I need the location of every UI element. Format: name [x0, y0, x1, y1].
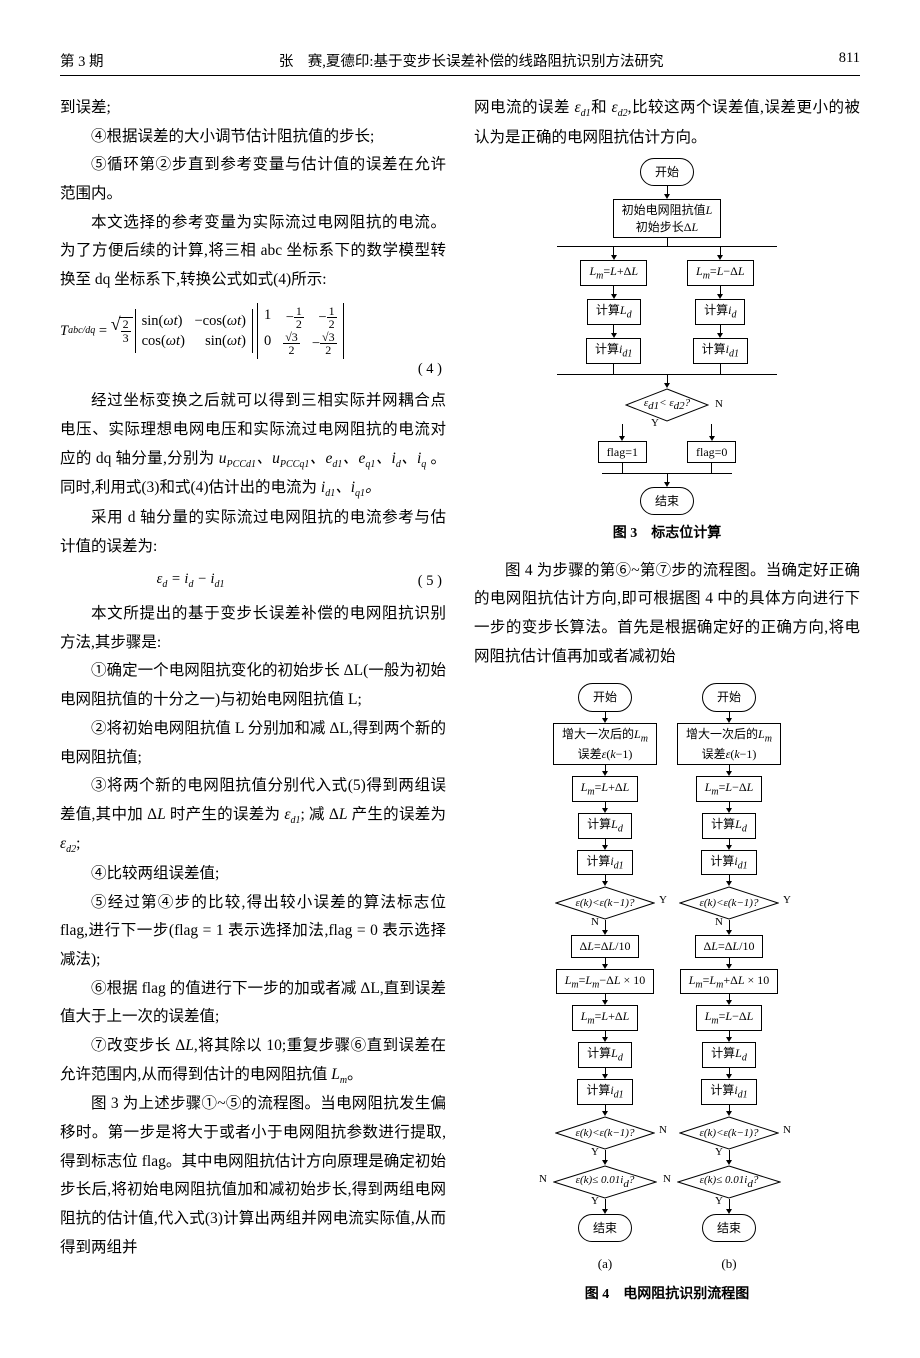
eq4-sqrt: √ 23: [111, 317, 133, 344]
figure-4a: 开始 增大一次后的Lm误差ε(k−1) Lm=L+ΔL 计算Ld 计算id1: [553, 677, 657, 1276]
fc-flag0: flag=0: [687, 441, 736, 463]
equation-5: εd = id − id1 ( 5 ): [60, 569, 446, 592]
figure-3-caption: 图 3 标志位计算: [474, 521, 860, 547]
figure-4-flowcharts: 开始 增大一次后的Lm误差ε(k−1) Lm=L+ΔL 计算Ld 计算id1: [474, 677, 860, 1276]
fc-branch-minus: Lm=L−ΔL 计算id 计算id1: [687, 247, 754, 374]
fc-start: 开始: [702, 683, 756, 711]
label-N: N: [663, 1169, 671, 1189]
fc-cond3: ε(k)≤ 0.01id?: [553, 1165, 657, 1199]
page-header: 第 3 期 张 赛,夏德印:基于变步长误差补偿的线路阻抗识别方法研究 811: [60, 50, 860, 76]
fc-flag1: flag=1: [598, 441, 647, 463]
para: 图 4 为步骤的第⑥~第⑦步的流程图。当确定好正确的电网阻抗估计方向,即可根据图…: [474, 557, 860, 672]
fc-calc-Ld: 计算Ld: [702, 813, 756, 839]
para: ③将两个新的电网阻抗值分别代入式(5)得到两组误差值,其中加 ΔL 时产生的误差…: [60, 772, 446, 860]
left-column: 到误差; ④根据误差的大小调节估计阻抗值的步长; ⑤循环第②步直到参考变量与估计…: [60, 94, 446, 1318]
fc-calc-id: 计算id: [695, 299, 745, 325]
fc-init: 初始电网阻抗值L初始步长ΔL: [613, 199, 722, 237]
figure-3-flowchart: 开始 初始电网阻抗值L初始步长ΔL Lm=L+ΔL 计算Ld 计算id1: [474, 158, 860, 515]
eq5-body: εd = id − id1: [157, 569, 225, 592]
label-N: N: [715, 394, 723, 414]
para: ①确定一个电网阻抗变化的初始步长 ΔL(一般为初始电网阻抗值的十分之一)与初始电…: [60, 657, 446, 714]
eq4-sub: abc/dq: [68, 324, 95, 338]
para: 采用 d 轴分量的实际流过电网阻抗的电流参考与估计值的误差为:: [60, 504, 446, 561]
eq4-number: ( 4 ): [418, 359, 446, 379]
para: ⑤循环第②步直到参考变量与估计值的误差在允许范围内。: [60, 151, 446, 208]
label-b: (b): [721, 1252, 736, 1276]
fc-lm-plus: Lm=L+ΔL: [580, 260, 647, 286]
label-Y: Y: [783, 890, 791, 910]
fc-cond1: ε(k)<ε(k−1)?: [679, 886, 779, 920]
fc-dL10: ΔL=ΔL/10: [695, 935, 764, 957]
para: ②将初始电网阻抗值 L 分别加和减 ΔL,得到两个新的电网阻抗值;: [60, 715, 446, 772]
fc-end: 结束: [640, 487, 694, 515]
fc-cond2: ε(k)<ε(k−1)?: [555, 1116, 655, 1150]
label-N: N: [659, 1120, 667, 1140]
vars1: uPCCd1、uPCCq1、ed1、eq1、id、iq: [219, 450, 426, 467]
fc-cond1: ε(k)<ε(k−1)?: [555, 886, 655, 920]
para: 图 3 为上述步骤①~⑤的流程图。当电网阻抗发生偏移时。第一步是将大于或者小于电…: [60, 1090, 446, 1262]
fc-top-b: 增大一次后的Lm误差ε(k−1): [677, 723, 781, 765]
eq4-lhs-T: T: [60, 321, 68, 341]
eq4-eq: =: [95, 321, 110, 341]
para: ④比较两组误差值;: [60, 860, 446, 889]
eq5-number: ( 5 ): [418, 571, 446, 591]
fc-lm-plus: Lm=L+ΔL: [572, 776, 639, 802]
issue-label: 第 3 期: [60, 50, 104, 71]
fc-back-plus: Lm=Lm+ΔL × 10: [680, 969, 779, 995]
fc-lm-minus: Lm=L−ΔL: [696, 776, 763, 802]
fc-calc-Ld: 计算Ld: [587, 299, 641, 325]
equation-4: Tabc/dq = √ 23 sin(ωt)−cos(ωt) cos(ωt) s…: [60, 303, 446, 380]
label-N: N: [591, 912, 599, 932]
fc-lm-minus2: Lm=L−ΔL: [696, 1005, 763, 1031]
fc-calc-Ld2: 计算Ld: [578, 1042, 632, 1068]
para: 本文所提出的基于变步长误差补偿的电网阻抗识别方法,其步骤是:: [60, 600, 446, 657]
label-Y: Y: [591, 1142, 599, 1162]
fc-end: 结束: [702, 1214, 756, 1242]
fc-calc-id1: 计算id1: [701, 850, 756, 876]
fc-decision: εd1< εd2?: [625, 388, 709, 422]
page: 第 3 期 张 赛,夏德印:基于变步长误差补偿的线路阻抗识别方法研究 811 到…: [0, 0, 920, 1358]
fc-end: 结束: [578, 1214, 632, 1242]
running-title: 张 赛,夏德印:基于变步长误差补偿的线路阻抗识别方法研究: [104, 50, 839, 71]
fc-top-a: 增大一次后的Lm误差ε(k−1): [553, 723, 657, 765]
two-column-layout: 到误差; ④根据误差的大小调节估计阻抗值的步长; ⑤循环第②步直到参考变量与估计…: [60, 94, 860, 1318]
label-a: (a): [598, 1252, 612, 1276]
label-Y: Y: [659, 890, 667, 910]
fc-calc-id1b: 计算id1: [693, 338, 748, 364]
fc-calc-id1b: 计算id1: [577, 1079, 632, 1105]
fc-calc-Ld2: 计算Ld: [702, 1042, 756, 1068]
fc-lm-plus2: Lm=L+ΔL: [572, 1005, 639, 1031]
figure-4-caption: 图 4 电网阻抗识别流程图: [474, 1282, 860, 1308]
eq4-matrix2: 1 −12 −12 0 √32 −√32: [257, 303, 344, 359]
fc-start: 开始: [640, 158, 694, 186]
label-N: N: [539, 1169, 547, 1189]
para: 到误差;: [60, 94, 446, 123]
figure-4b: 开始 增大一次后的Lm误差ε(k−1) Lm=L−ΔL 计算Ld 计算id1: [677, 677, 781, 1276]
label-Y: Y: [715, 1142, 723, 1162]
label-N: N: [715, 912, 723, 932]
fc-cond2: ε(k)<ε(k−1)?: [679, 1116, 779, 1150]
para: 经过坐标变换之后就可以得到三相实际并网耦合点电压、实际理想电网电压和实际流过电网…: [60, 387, 446, 504]
fc-start: 开始: [578, 683, 632, 711]
para: ④根据误差的大小调节估计阻抗值的步长;: [60, 123, 446, 152]
right-column: 网电流的误差 εd1和 εd2,比较这两个误差值,误差更小的被认为是正确的电网阻…: [474, 94, 860, 1318]
para: ⑤经过第④步的比较,得出较小误差的算法标志位 flag,进行下一步(flag =…: [60, 889, 446, 975]
para: 网电流的误差 εd1和 εd2,比较这两个误差值,误差更小的被认为是正确的电网阻…: [474, 94, 860, 152]
fc-dL10: ΔL=ΔL/10: [571, 935, 640, 957]
eq4-matrix1: sin(ωt)−cos(ωt) cos(ωt) sin(ωt): [135, 309, 253, 354]
para: ⑥根据 flag 的值进行下一步的加或者减 ΔL,直到误差值大于上一次的误差值;: [60, 975, 446, 1032]
page-number: 811: [839, 50, 860, 71]
fc-calc-id1: 计算id1: [586, 338, 641, 364]
fc-calc-id1: 计算id1: [577, 850, 632, 876]
fc-back-minus: Lm=Lm−ΔL × 10: [556, 969, 655, 995]
fc-branch-plus: Lm=L+ΔL 计算Ld 计算id1: [580, 247, 647, 374]
fc-lm-minus: Lm=L−ΔL: [687, 260, 754, 286]
vars2: id1、iq1。: [321, 479, 381, 496]
fc-cond3: ε(k)≤ 0.01id?: [677, 1165, 781, 1199]
fc-calc-id1b: 计算id1: [701, 1079, 756, 1105]
fc-calc-Ld: 计算Ld: [578, 813, 632, 839]
para: ⑦改变步长 ΔL,将其除以 10;重复步骤⑥直到误差在允许范围内,从而得到估计的…: [60, 1032, 446, 1090]
para: 本文选择的参考变量为实际流过电网阻抗的电流。为了方便后续的计算,将三相 abc …: [60, 209, 446, 295]
label-N: N: [783, 1120, 791, 1140]
